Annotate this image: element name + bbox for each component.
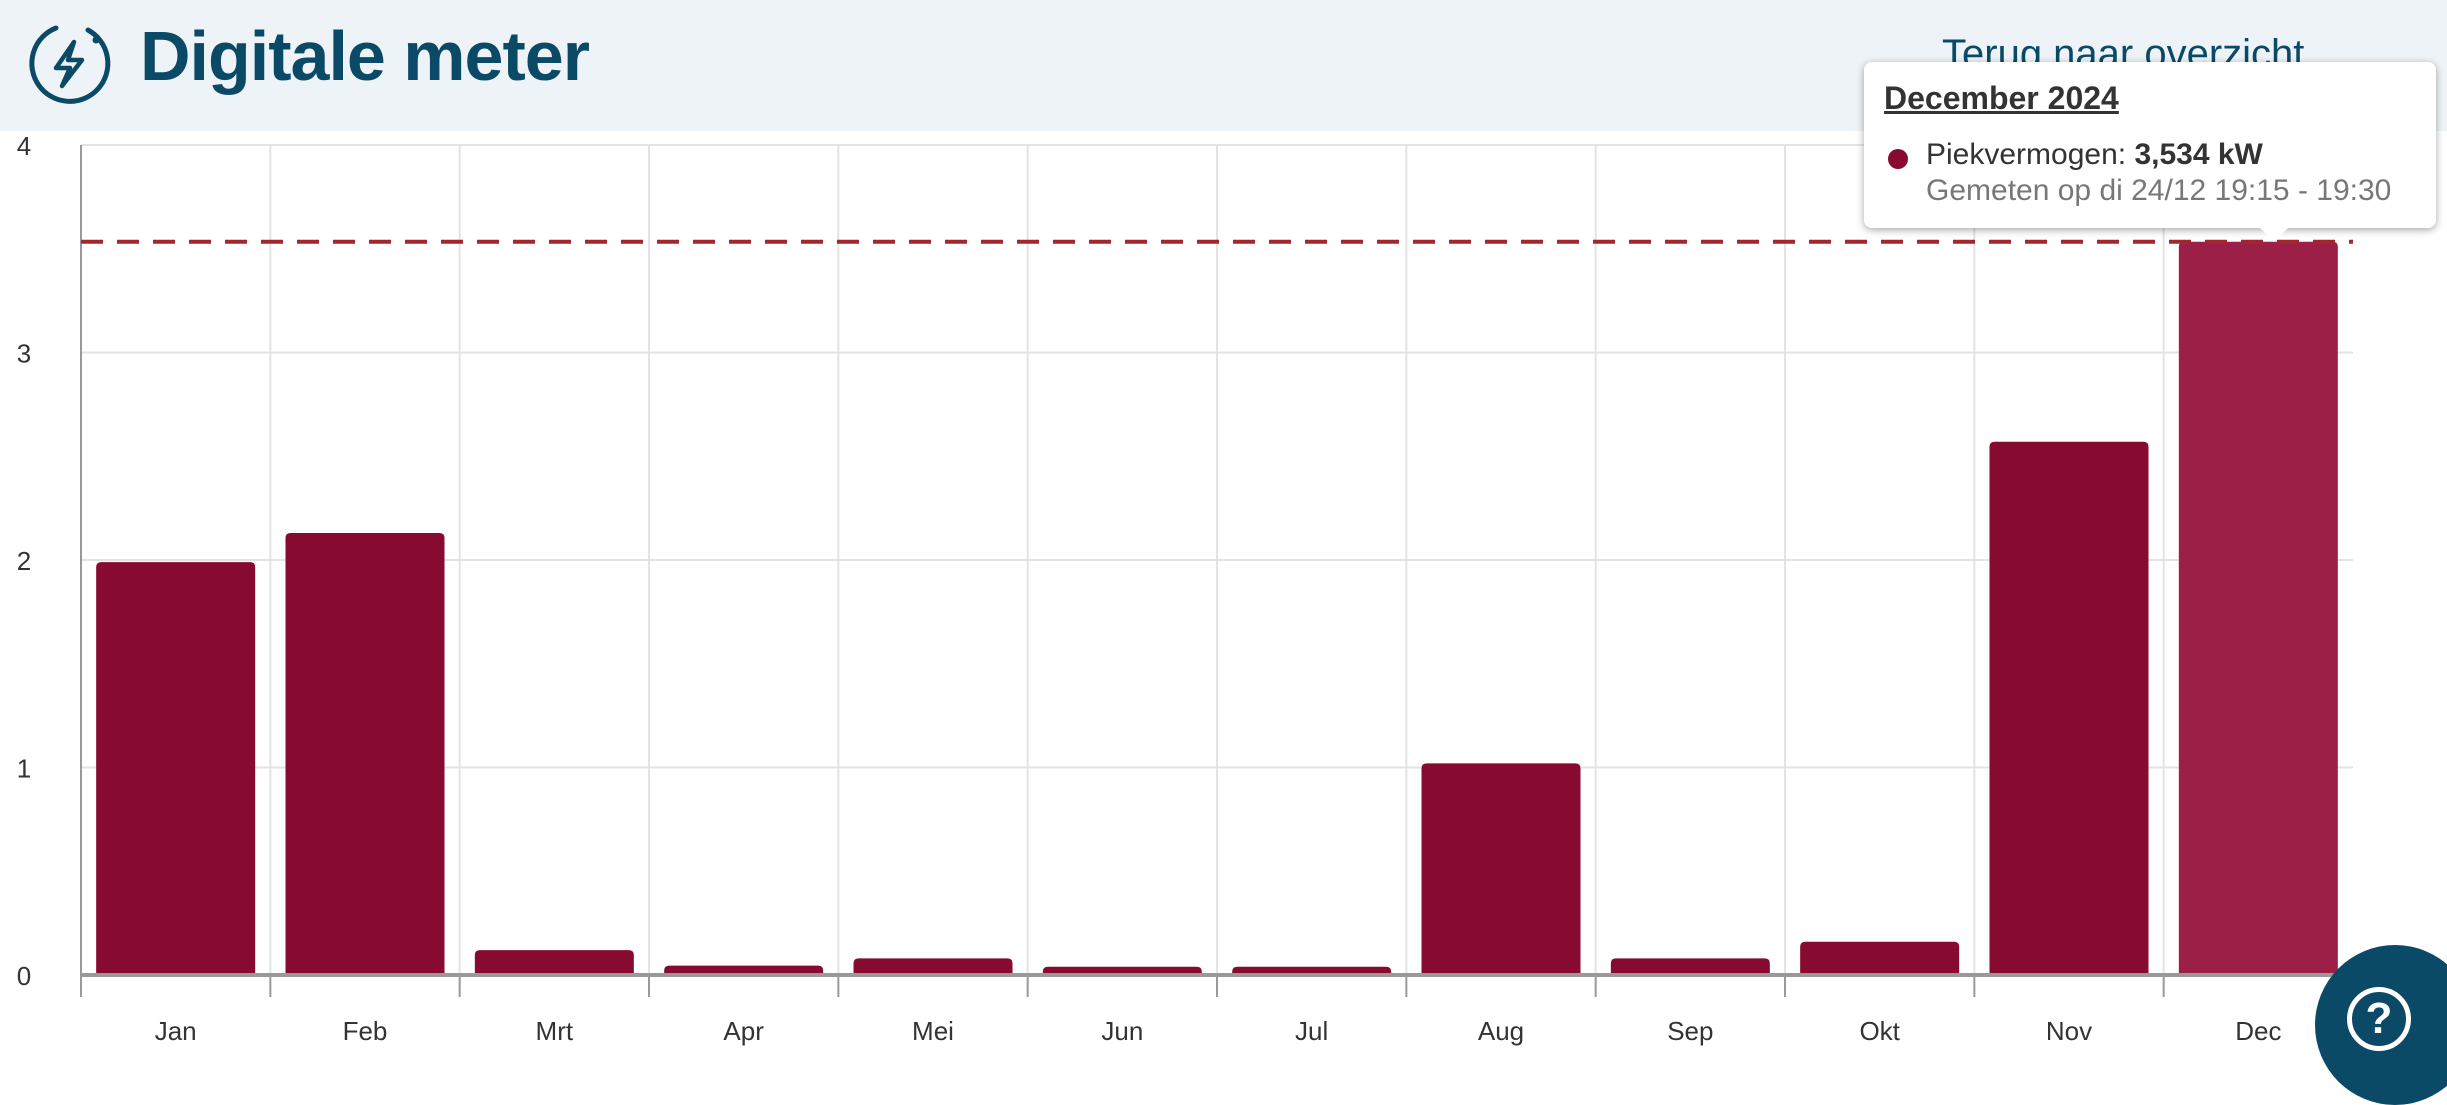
y-tick-label: 4 [17,131,31,161]
question-circle-icon: ? [2347,987,2411,1051]
tooltip-series-label: Piekvermogen: [1926,138,2127,171]
x-tick-label: Mrt [536,1016,574,1046]
bar-jul [1232,966,1392,975]
x-tick-label: Jul [1295,1016,1328,1046]
bar-jun [1042,966,1202,975]
y-tick-label: 3 [17,339,31,369]
bar-nov [1989,441,2149,976]
bar-mrt [474,950,634,975]
bar-jan [96,562,256,975]
x-tick-label: Dec [2235,1016,2281,1046]
y-tick-label: 0 [17,961,31,991]
bar-dec [2178,241,2338,975]
x-tick-label: Apr [723,1016,764,1046]
bar-okt [1800,941,1960,975]
x-tick-label: Okt [1859,1016,1900,1046]
tooltip-title: December 2024 [1884,80,2119,116]
series-dot-icon [1888,149,1908,169]
bar-sep [1610,958,1770,975]
x-tick-label: Mei [912,1016,954,1046]
chart-tooltip: December 2024 Piekvermogen: 3,534 kW Gem… [1864,62,2436,242]
tooltip-value: 3,534 kW [2134,138,2263,171]
x-tick-label: Nov [2046,1016,2092,1046]
y-tick-label: 2 [17,546,31,576]
y-tick-label: 1 [17,754,31,784]
x-tick-label: Jun [1101,1016,1143,1046]
lightning-circle-icon [29,25,111,104]
bar-aug [1421,763,1581,975]
page-title: Digitale meter [140,17,590,95]
x-tick-label: Feb [343,1016,388,1046]
x-tick-label: Sep [1667,1016,1713,1046]
tooltip-value-line: Piekvermogen: 3,534 kW [1926,138,2263,172]
bar-feb [285,533,445,975]
bar-apr [664,965,824,975]
bar-mei [853,958,1013,975]
x-tick-label: Aug [1478,1016,1524,1046]
x-tick-label: Jan [155,1016,197,1046]
tooltip-measured: Gemeten op di 24/12 19:15 - 19:30 [1926,174,2392,207]
bar-chart: 0 1 2 3 4 Jan Feb Mrt Apr Mei Jun Jul Aug Sep Okt Nov De… [17,131,2354,1046]
